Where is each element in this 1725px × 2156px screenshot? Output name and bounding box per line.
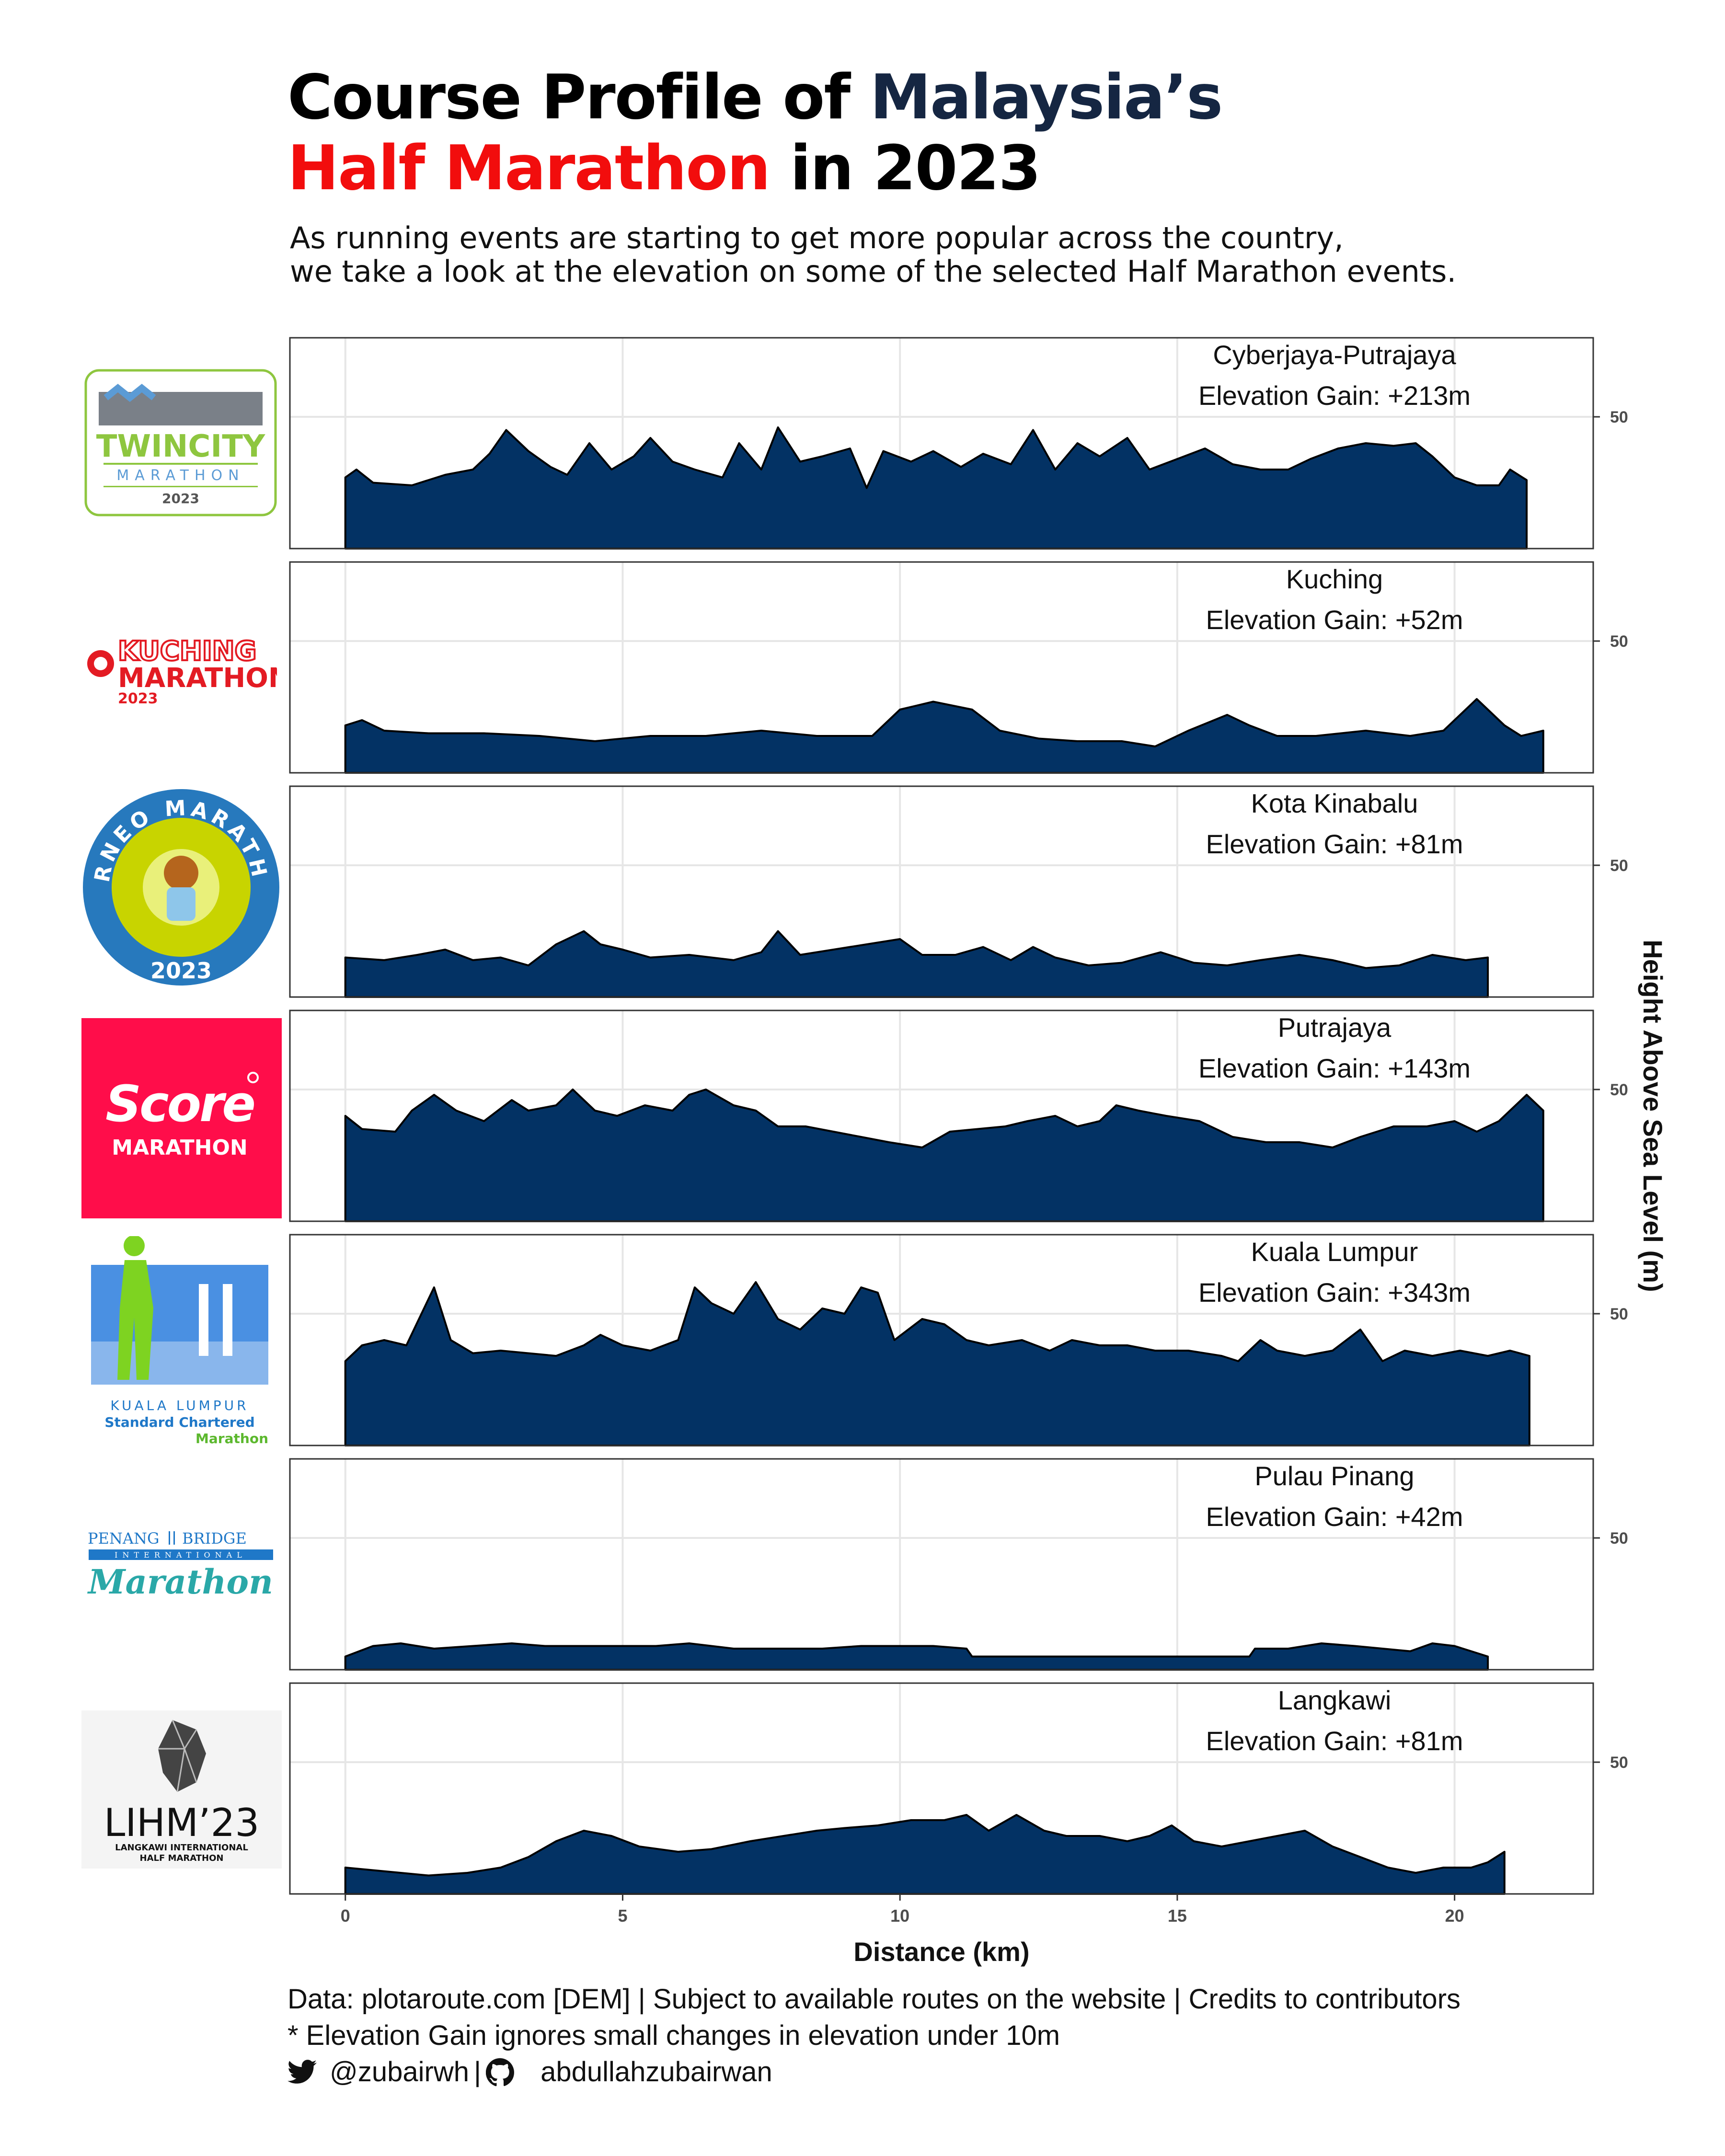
title-part-2: Malaysia’s [870, 62, 1223, 133]
logo-lihm-sub: LANGKAWI INTERNATIONAL [115, 1843, 248, 1853]
logo-kuching-year: 2023 [118, 690, 158, 707]
logo-borneo-year: 2023 [150, 958, 212, 984]
chart-title: Course Profile of Malaysia’s Half Marath… [288, 62, 1223, 204]
y-tick-label: 50 [1610, 632, 1628, 651]
logo-penang: PENANG BRIDGE INTERNATIONAL Marathon [86, 1524, 278, 1619]
panel-border [289, 337, 1594, 550]
elevation-area-kuala-lumpur [344, 1281, 1530, 1446]
logo-kuching-name: KUCHING [118, 636, 257, 667]
title-part-1: Course Profile of [288, 62, 870, 133]
footer-source: Data: plotaroute.com [DEM] | Subject to … [288, 1984, 1461, 2015]
event-name-label: Kuching [1286, 564, 1383, 594]
github-icon [486, 2058, 514, 2087]
x-axis-title: Distance (km) [853, 1937, 1029, 1967]
footer: Data: plotaroute.com [DEM] | Subject to … [288, 1981, 1460, 2090]
twitter-handle[interactable]: @zubairwh [330, 2056, 469, 2087]
logo-kuching: KUCHING MARATHON 2023 [84, 628, 291, 709]
y-tick-label: 50 [1610, 1529, 1628, 1548]
elevation-area-putrajaya [344, 1089, 1544, 1222]
panel-border [289, 1009, 1594, 1222]
logo-kl-sub2: Marathon [196, 1431, 268, 1446]
logo-penang-name: PENANG [88, 1529, 160, 1548]
chart-subtitle: As running events are starting to get mo… [290, 221, 1456, 288]
panel-background [290, 1459, 1593, 1670]
logo-lihm-sub2: HALF MARATHON [140, 1853, 224, 1863]
y-tick-label: 50 [1610, 857, 1628, 875]
elevation-gain-label: Elevation Gain: +52m [1206, 605, 1463, 635]
logo-kuala-lumpur: KUALA LUMPUR Standard Chartered Marathon [86, 1235, 278, 1452]
footer-separator: | [474, 2056, 482, 2087]
footer-note: * Elevation Gain ignores small changes i… [288, 2020, 1060, 2051]
logo-penang-sub2: Marathon [87, 1562, 273, 1602]
github-handle[interactable]: abdullahzubairwan [540, 2056, 772, 2087]
x-tick-label: 0 [341, 1906, 350, 1926]
subtitle-line-2: we take a look at the elevation on some … [290, 254, 1457, 289]
logo-langkawi: LIHM’23 LANGKAWI INTERNATIONAL HALF MARA… [81, 1710, 282, 1869]
x-tick-label: 20 [1445, 1906, 1464, 1926]
panel-border [289, 1682, 1594, 1895]
y-tick-label: 50 [1610, 1754, 1628, 1772]
elevation-gain-label: Elevation Gain: +81m [1206, 829, 1463, 859]
event-name-label: Kota Kinabalu [1251, 788, 1418, 818]
y-axis-title: Height Above Sea Level (m) [1638, 940, 1668, 1292]
logo-kuching-sub: MARATHON [118, 663, 277, 694]
elevation-gain-label: Elevation Gain: +343m [1198, 1277, 1471, 1307]
panel-border [289, 561, 1594, 774]
y-tick-label: 50 [1610, 1305, 1628, 1323]
x-tick-label: 10 [890, 1906, 909, 1926]
title-part-4: in 2023 [770, 133, 1041, 204]
panel-border [289, 1458, 1594, 1671]
elevation-gain-label: Elevation Gain: +42m [1206, 1502, 1463, 1532]
event-name-label: Kuala Lumpur [1251, 1237, 1418, 1267]
logo-lihm-name: LIHM’23 [104, 1800, 260, 1845]
logo-score-sub: MARATHON [112, 1135, 247, 1160]
elevation-area-pulau-pinang [344, 1642, 1489, 1671]
elevation-area-langkawi [344, 1814, 1506, 1895]
elevation-gain-label: Elevation Gain: +143m [1198, 1053, 1471, 1083]
elevation-gain-label: Elevation Gain: +81m [1206, 1726, 1463, 1756]
y-tick-label: 50 [1610, 408, 1628, 426]
logo-kl-sub: Standard Chartered [104, 1414, 254, 1430]
logo-kl-name: KUALA LUMPUR [110, 1398, 249, 1413]
logo-twincity: TWINCITY MARATHON 2023 [84, 369, 277, 516]
elevation-area-cyberjaya-putrajaya [344, 426, 1528, 550]
title-part-3: Half Marathon [288, 133, 770, 204]
elevation-gain-label: Elevation Gain: +213m [1198, 380, 1471, 411]
logo-borneo: BORNEO MARATHON 2023 [69, 758, 282, 998]
subtitle-line-1: As running events are starting to get mo… [290, 220, 1344, 255]
logo-twincity-year: 2023 [162, 491, 199, 506]
x-tick-label: 15 [1168, 1906, 1187, 1926]
event-name-label: Pulau Pinang [1254, 1461, 1414, 1491]
elevation-area-kota-kinabalu [344, 930, 1489, 998]
logo-penang-name2: BRIDGE [182, 1529, 247, 1548]
event-name-label: Putrajaya [1278, 1012, 1392, 1043]
logo-twincity-sub: MARATHON [116, 467, 244, 484]
logo-twincity-name: TWINCITY [96, 429, 265, 464]
y-tick-label: 50 [1610, 1081, 1628, 1099]
logo-score-name: Score [105, 1075, 254, 1133]
footer-social: @zubairwh | abdullahzubairwan [288, 2054, 1460, 2090]
event-name-label: Cyberjaya-Putrajaya [1213, 340, 1456, 370]
x-tick-label: 5 [618, 1906, 627, 1926]
logo-score: Score MARATHON [81, 1018, 282, 1218]
twitter-icon [288, 2060, 317, 2084]
logo-penang-sub: INTERNATIONAL [115, 1550, 247, 1560]
panel-border [289, 1234, 1594, 1446]
event-name-label: Langkawi [1278, 1685, 1392, 1715]
elevation-area-kuching [344, 698, 1544, 774]
panel-border [289, 785, 1594, 998]
